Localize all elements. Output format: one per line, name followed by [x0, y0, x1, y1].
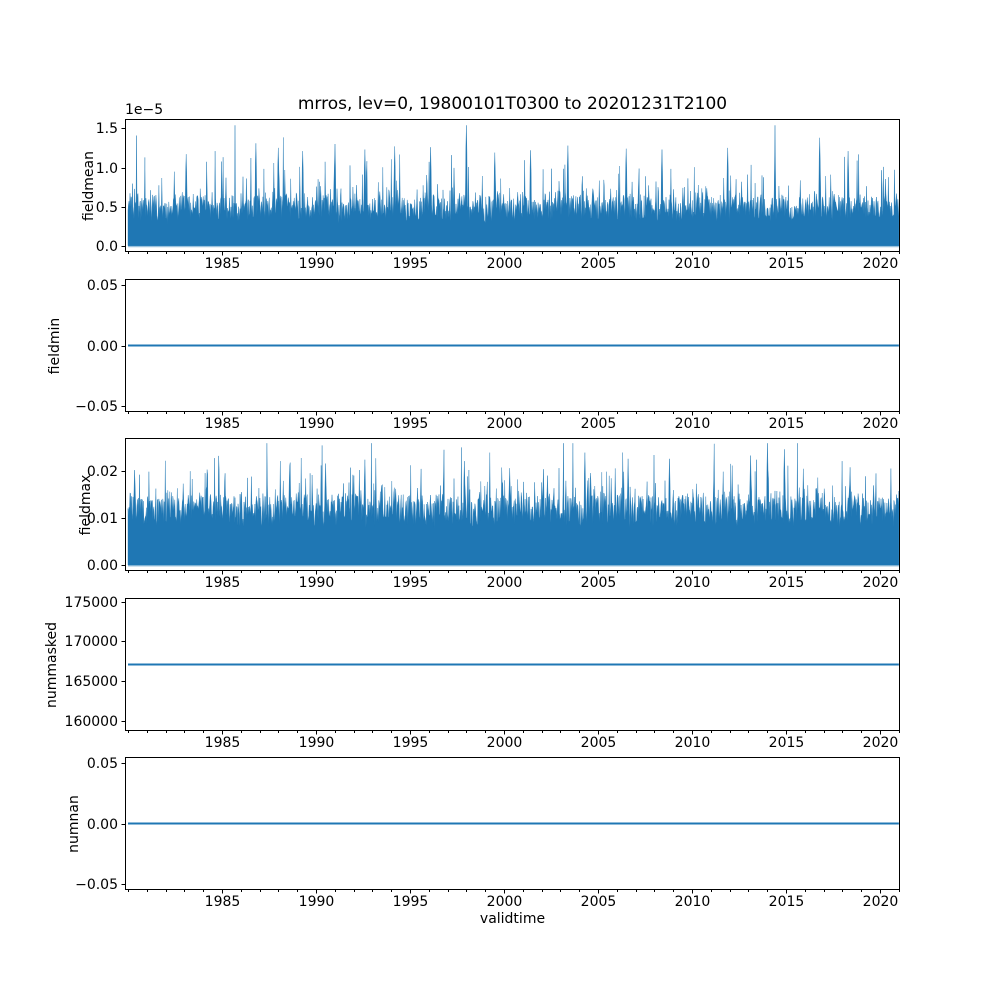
- x-tick-label: 2010: [674, 735, 711, 751]
- y-tick-label: 0.05: [86, 277, 118, 294]
- x-tick-label: 2005: [580, 416, 617, 432]
- y-axis-offset-text: 1e−5: [125, 102, 164, 118]
- x-tick-label: 2015: [768, 735, 805, 751]
- x-tick-label: 1990: [298, 416, 335, 432]
- y-tick-label: 0.02: [86, 463, 118, 480]
- series-baseline-fuzz-fieldmax: [128, 563, 899, 567]
- y-tick-label: 1.0: [95, 160, 118, 177]
- series-fieldmax: [127, 443, 900, 566]
- axes-spines-nummasked: [125, 598, 900, 731]
- x-tick-label: 2020: [862, 256, 899, 272]
- x-tick-label: 1985: [204, 735, 241, 751]
- y-tick-label: −0.05: [75, 398, 118, 415]
- x-tick-label: 2000: [486, 256, 523, 272]
- x-tick-label: 2020: [862, 416, 899, 432]
- x-tick-label: 2020: [862, 894, 899, 910]
- y-tick-label: 0.01: [86, 510, 118, 527]
- x-tick-label: 2020: [862, 575, 899, 591]
- x-tick-label: 1995: [392, 735, 429, 751]
- figure-title: mrros, lev=0, 19800101T0300 to 20201231T…: [297, 94, 728, 114]
- y-axis-label-numnan: numnan: [66, 794, 82, 853]
- series-baseline-fuzz-fieldmean: [128, 244, 899, 248]
- x-tick-label: 2010: [674, 894, 711, 910]
- y-tick-label: 0.00: [86, 557, 118, 574]
- y-tick-label: 160000: [64, 713, 118, 730]
- x-tick-label: 1995: [392, 894, 429, 910]
- x-tick-label: 1985: [204, 894, 241, 910]
- y-axis-label-fieldmean: fieldmean: [81, 150, 97, 221]
- y-tick-label: 1.5: [95, 120, 118, 137]
- y-tick-label: −0.05: [75, 876, 118, 893]
- axes-spines-fieldmin: [125, 279, 900, 412]
- y-tick-label: 175000: [64, 594, 118, 611]
- x-tick-label: 2000: [486, 735, 523, 751]
- y-tick-label: 0.5: [95, 199, 118, 216]
- y-tick-label: 0.05: [86, 755, 118, 772]
- x-tick-label: 2015: [768, 575, 805, 591]
- x-tick-label: 1985: [204, 256, 241, 272]
- axes-spines-fieldmean: [125, 119, 900, 252]
- x-tick-label: 1990: [298, 894, 335, 910]
- y-axis-label-fieldmin: fieldmin: [47, 317, 63, 374]
- series-fieldmean: [127, 125, 900, 246]
- x-tick-label: 2005: [580, 735, 617, 751]
- x-tick-label: 1995: [392, 575, 429, 591]
- y-tick-label: 0.00: [86, 338, 118, 355]
- x-tick-label: 1990: [298, 735, 335, 751]
- y-tick-label: 0.00: [86, 816, 118, 833]
- x-tick-label: 1985: [204, 416, 241, 432]
- x-tick-label: 2010: [674, 575, 711, 591]
- x-tick-label: 2005: [580, 256, 617, 272]
- x-tick-label: 2015: [768, 416, 805, 432]
- x-tick-label: 1995: [392, 256, 429, 272]
- x-tick-label: 1985: [204, 575, 241, 591]
- y-tick-label: 0.0: [95, 238, 118, 255]
- axes-spines-fieldmax: [125, 438, 900, 571]
- x-axis-label: validtime: [479, 911, 546, 927]
- axes-spines-numnan: [125, 757, 900, 890]
- x-tick-label: 2015: [768, 894, 805, 910]
- x-tick-label: 2010: [674, 256, 711, 272]
- x-tick-label: 2005: [580, 894, 617, 910]
- x-tick-label: 2020: [862, 735, 899, 751]
- x-tick-label: 2010: [674, 416, 711, 432]
- x-tick-label: 2000: [486, 894, 523, 910]
- x-tick-label: 2005: [580, 575, 617, 591]
- x-tick-label: 1990: [298, 256, 335, 272]
- x-tick-label: 2000: [486, 575, 523, 591]
- x-tick-label: 2015: [768, 256, 805, 272]
- x-tick-label: 1990: [298, 575, 335, 591]
- x-tick-label: 1995: [392, 416, 429, 432]
- y-axis-label-fieldmax: fieldmax: [78, 474, 94, 535]
- y-tick-label: 165000: [64, 673, 118, 690]
- y-axis-label-nummasked: nummasked: [44, 621, 60, 708]
- y-tick-label: 170000: [64, 633, 118, 650]
- x-tick-label: 2000: [486, 416, 523, 432]
